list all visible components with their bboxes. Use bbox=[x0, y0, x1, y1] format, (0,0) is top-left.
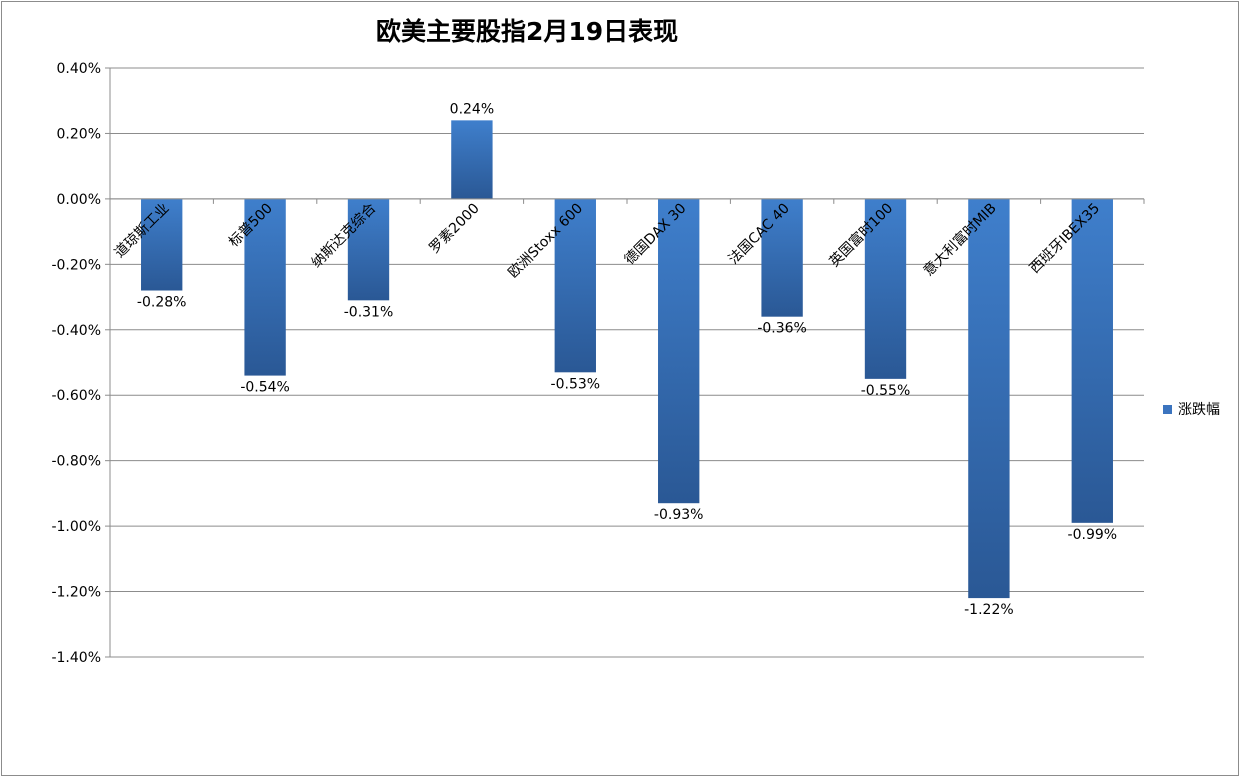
legend-label: 涨跌幅 bbox=[1178, 402, 1220, 418]
data-label: -0.36% bbox=[757, 321, 807, 337]
y-tick-label: -1.20% bbox=[51, 585, 101, 601]
data-label: -0.93% bbox=[654, 507, 704, 523]
data-label: -0.55% bbox=[861, 383, 911, 399]
bar bbox=[658, 198, 700, 504]
data-label: -0.53% bbox=[551, 376, 601, 392]
y-tick-label: -0.60% bbox=[51, 388, 101, 404]
legend-swatch bbox=[1163, 404, 1172, 414]
data-label: 0.24% bbox=[450, 101, 494, 117]
y-tick-label: -1.00% bbox=[51, 519, 101, 535]
y-tick-label: -0.40% bbox=[51, 323, 101, 339]
y-tick-label: -0.20% bbox=[51, 257, 101, 273]
y-tick-label: 0.20% bbox=[57, 126, 101, 142]
category-label: 罗素2000 bbox=[426, 200, 482, 256]
y-tick-label: -0.80% bbox=[51, 454, 101, 470]
data-label: -0.54% bbox=[240, 380, 290, 396]
bar bbox=[141, 198, 183, 291]
bar bbox=[554, 198, 596, 373]
legend: 涨跌幅 bbox=[1163, 399, 1220, 419]
y-tick-label: 0.00% bbox=[57, 192, 101, 208]
data-label: -0.28% bbox=[137, 295, 187, 311]
bar bbox=[451, 120, 493, 199]
bar bbox=[347, 198, 390, 301]
bar bbox=[761, 198, 803, 317]
y-tick-label: 0.40% bbox=[57, 61, 101, 77]
chart-title: 欧美主要股指2月19日表现 bbox=[376, 17, 679, 46]
bar bbox=[864, 198, 907, 379]
bar bbox=[244, 198, 286, 376]
data-label: -0.31% bbox=[344, 304, 394, 320]
bar bbox=[1071, 198, 1113, 523]
data-label: -0.99% bbox=[1068, 527, 1118, 543]
bar bbox=[968, 198, 1010, 599]
data-label: -1.22% bbox=[964, 602, 1014, 618]
y-tick-label: -1.40% bbox=[51, 650, 101, 666]
